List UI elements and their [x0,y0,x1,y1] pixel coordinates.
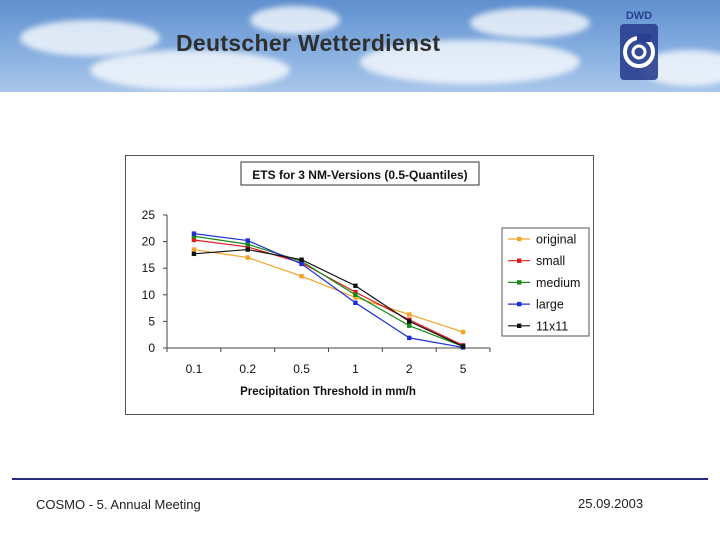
x-tick-label: 5 [460,362,467,376]
data-point-11x11 [460,344,466,349]
series-line-11x11 [193,248,464,347]
legend-label-11x11: 11x11 [536,319,568,333]
logo-text: DWD [625,10,653,22]
data-point-11x11 [245,247,250,252]
data-point-original [245,255,250,260]
y-tick-label: 0 [148,341,155,355]
ets-chart: ETS for 3 NM-Versions (0.5-Quantiles) Pr… [142,161,590,398]
data-point-small [245,244,250,250]
y-tick-label: 10 [142,288,156,302]
data-point-original [191,247,197,252]
data-point-11x11 [299,257,304,262]
data-point-medium [353,292,358,297]
x-tick-label: 2 [406,362,413,376]
data-point-small [191,237,197,243]
page-title: Deutscher Wetterdienst [176,30,441,56]
data-point-original [407,312,412,317]
y-tick-label: 20 [142,235,156,249]
legend-marker-large [517,301,522,307]
dwd-logo: DWD [614,10,664,82]
data-point-original [299,273,304,279]
x-tick-label: 1 [352,362,359,376]
legend-label-medium: medium [536,276,580,290]
y-tick-label: 5 [148,314,155,328]
data-point-medium [407,323,412,328]
data-point-original [460,329,466,335]
series-line-large [193,233,464,349]
legend-marker-original [517,236,522,242]
data-point-11x11 [353,283,358,288]
series-line-original [193,248,464,333]
legend-marker-medium [517,280,522,285]
x-tick-label: 0.1 [186,362,203,376]
data-point-medium [191,234,197,239]
data-point-small [353,289,358,295]
data-point-large [299,261,304,267]
y-tick-label: 15 [142,261,156,275]
header-banner: Deutscher Wetterdienst DWD [0,0,720,92]
data-point-11x11 [407,319,412,324]
data-point-large [191,231,197,236]
legend-label-original: original [536,233,576,247]
chart-title-box [240,161,480,186]
data-point-original [353,295,358,300]
legend-label-small: small [536,254,565,268]
logo-swirl-icon [620,24,658,80]
data-point-medium [245,242,250,247]
x-tick-label: 0.2 [239,362,256,376]
series-line-medium [193,235,464,347]
footer-meeting: COSMO - 5. Annual Meeting [36,497,201,512]
legend-marker-small [517,258,522,263]
data-point-large [245,238,250,243]
chart-title: ETS for 3 NM-Versions (0.5-Quantiles) [252,168,467,182]
data-point-large [353,300,358,305]
footer-date: 25.09.2003 [578,496,644,511]
footer-divider [12,478,708,480]
x-axis-label: Precipitation Threshold in mm/h [240,386,416,398]
y-tick-label: 25 [142,208,156,222]
legend-marker-11x11 [517,323,522,328]
data-point-large [407,335,412,341]
x-tick-label: 0.5 [293,362,310,376]
legend-label-large: large [536,298,564,312]
chart-frame: ETS for 3 NM-Versions (0.5-Quantiles) Pr… [125,155,594,415]
data-point-11x11 [191,251,197,257]
